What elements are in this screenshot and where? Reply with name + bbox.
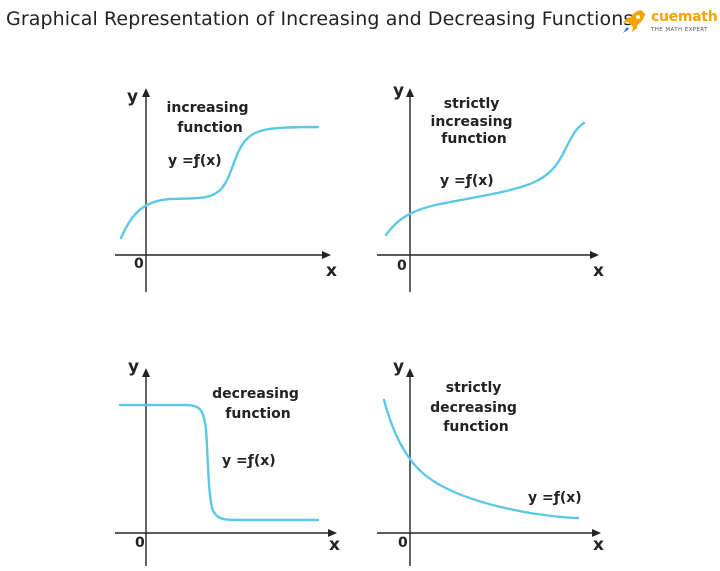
y-axis-label: y xyxy=(393,81,404,101)
page-title: Graphical Representation of Increasing a… xyxy=(6,8,634,30)
function-description: strictly increasing function xyxy=(431,96,518,147)
x-axis-arrow xyxy=(590,251,599,259)
description-line: strictly xyxy=(446,380,502,396)
description-line: function xyxy=(441,131,506,147)
function-equation: y =ƒ(x) xyxy=(528,490,582,506)
cuemath-logo: cuemath THE MATH EXPERT xyxy=(621,8,718,38)
function-description: increasing function xyxy=(167,100,254,136)
origin-label: 0 xyxy=(134,256,144,272)
x-axis-arrow xyxy=(328,529,337,537)
description-line: function xyxy=(443,419,508,435)
y-axis-arrow xyxy=(142,368,150,377)
description-line: increasing xyxy=(431,114,513,130)
function-curve xyxy=(118,403,320,522)
origin-label: 0 xyxy=(135,535,145,551)
function-description: strictly decreasing function xyxy=(430,380,522,435)
function-description: decreasing function xyxy=(212,386,304,422)
panel-strictly-increasing: y x 0 strictly increasing function y =ƒ(… xyxy=(377,81,604,292)
panel-decreasing: y x 0 decreasing function y =ƒ(x) xyxy=(115,357,340,566)
y-axis-label: y xyxy=(393,357,404,377)
y-axis-arrow xyxy=(406,88,414,97)
description-line: strictly xyxy=(444,96,500,112)
x-axis-label: x xyxy=(593,261,604,281)
description-line: function xyxy=(177,120,242,136)
origin-label: 0 xyxy=(398,535,408,551)
x-axis-label: x xyxy=(326,261,337,281)
origin-label: 0 xyxy=(397,258,407,274)
y-axis-label: y xyxy=(128,357,139,377)
y-axis-label: y xyxy=(127,87,138,107)
logo-tagline: THE MATH EXPERT xyxy=(651,27,708,33)
function-equation: y =ƒ(x) xyxy=(222,453,276,469)
x-axis-label: x xyxy=(329,535,340,555)
x-axis-label: x xyxy=(593,535,604,555)
description-line: function xyxy=(225,406,290,422)
description-line: decreasing xyxy=(212,386,299,402)
description-line: decreasing xyxy=(430,400,517,416)
function-curve xyxy=(119,125,320,240)
description-line: increasing xyxy=(167,100,249,116)
y-axis-arrow xyxy=(142,88,150,97)
panel-strictly-decreasing: y x 0 strictly decreasing function y =ƒ(… xyxy=(377,357,604,566)
function-curve xyxy=(384,121,586,237)
function-equation: y =ƒ(x) xyxy=(168,153,222,169)
logo-name: cuemath xyxy=(651,9,718,25)
function-curve xyxy=(382,398,580,520)
y-axis-arrow xyxy=(406,368,414,377)
function-equation: y =ƒ(x) xyxy=(440,173,494,189)
x-axis-arrow xyxy=(592,529,601,537)
x-axis-arrow xyxy=(322,251,331,259)
rocket-icon xyxy=(623,10,645,33)
panel-increasing: y x 0 increasing function y =ƒ(x) xyxy=(115,87,337,292)
